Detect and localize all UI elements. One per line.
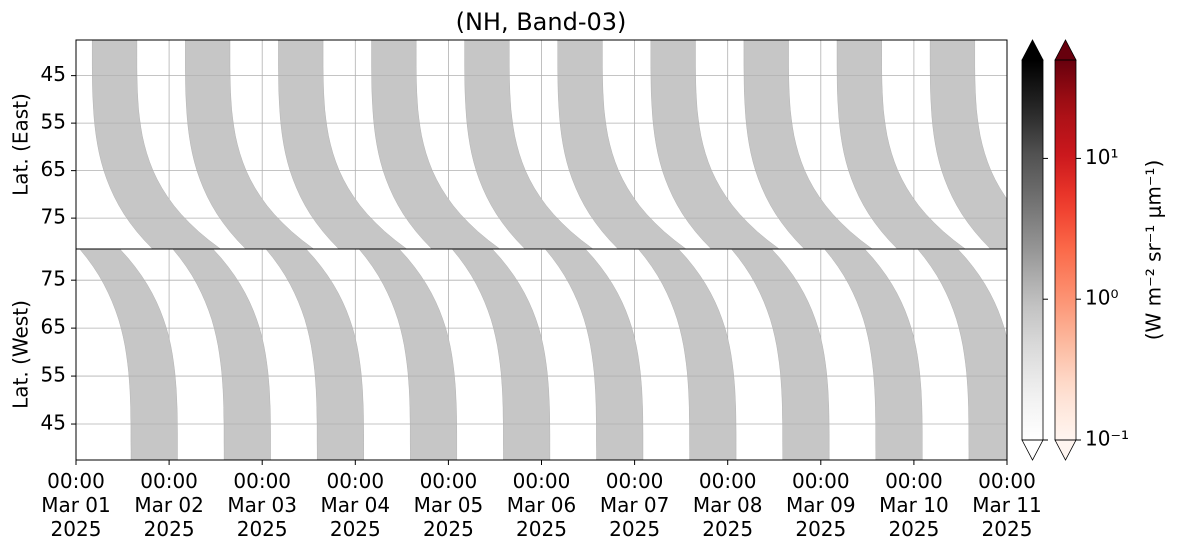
swath	[917, 249, 1007, 460]
y-tick-label: 65	[41, 157, 66, 181]
x-tick-label: 00:00 Mar 01 2025	[41, 469, 111, 541]
colorbar-extend-max	[1021, 39, 1044, 61]
swath	[929, 40, 1007, 249]
panel-frame	[75, 248, 1008, 461]
colorbar	[1022, 60, 1043, 440]
swath	[638, 249, 737, 460]
x-tick-label: 00:00 Mar 04 2025	[321, 469, 391, 541]
swath	[358, 249, 457, 460]
swath	[91, 40, 221, 249]
swath	[650, 40, 780, 249]
swath	[278, 40, 408, 249]
y-tick-label: 75	[41, 205, 66, 229]
swath	[185, 40, 315, 249]
colorbar-frame	[1021, 59, 1044, 441]
swath	[557, 40, 687, 249]
y-axis-label: Lat. (West)	[9, 300, 33, 409]
y-tick-label: 75	[41, 267, 66, 291]
y-axis-label: Lat. (East)	[9, 93, 33, 196]
y-tick-label: 65	[41, 315, 66, 339]
x-tick-label: 00:00 Mar 02 2025	[134, 469, 204, 541]
x-tick-label: 00:00 Mar 09 2025	[786, 469, 856, 541]
colorbar-tick-label: 10⁰	[1085, 286, 1118, 310]
swath	[731, 249, 830, 460]
colorbar	[1055, 60, 1076, 440]
x-tick-label: 00:00 Mar 08 2025	[693, 469, 763, 541]
x-tick-label: 00:00 Mar 11 2025	[972, 469, 1042, 541]
swath	[544, 249, 644, 460]
swath	[79, 249, 178, 460]
x-tick-label: 00:00 Mar 10 2025	[879, 469, 949, 541]
x-tick-label: 00:00 Mar 05 2025	[414, 469, 484, 541]
swath-layer	[91, 40, 1007, 249]
colorbar-tick-label: 10⁻¹	[1085, 427, 1129, 451]
swath	[836, 40, 966, 249]
swath	[824, 249, 923, 460]
colorbar-label: (W m⁻² sr⁻¹ μm⁻¹)	[1142, 160, 1166, 341]
swath	[265, 249, 364, 460]
swath	[172, 249, 271, 460]
y-tick-label: 55	[41, 110, 66, 134]
x-tick-label: 00:00 Mar 07 2025	[600, 469, 670, 541]
y-tick-label: 45	[41, 62, 66, 86]
colorbar-tick-label: 10¹	[1085, 145, 1118, 169]
swath	[464, 40, 594, 249]
y-tick-label: 55	[41, 363, 66, 387]
colorbar-extend-max	[1054, 39, 1077, 61]
swath-layer	[79, 249, 1007, 460]
swath	[451, 249, 551, 460]
y-tick-label: 45	[41, 411, 66, 435]
swath	[743, 40, 873, 249]
chart-title: (NH, Band-03)	[456, 8, 627, 36]
colorbar-extend-min	[1054, 439, 1077, 461]
x-tick-label: 00:00 Mar 06 2025	[507, 469, 577, 541]
colorbar-extend-min	[1021, 439, 1044, 461]
swath	[371, 40, 501, 249]
colorbar-frame	[1054, 59, 1077, 441]
x-tick-label: 00:00 Mar 03 2025	[227, 469, 297, 541]
